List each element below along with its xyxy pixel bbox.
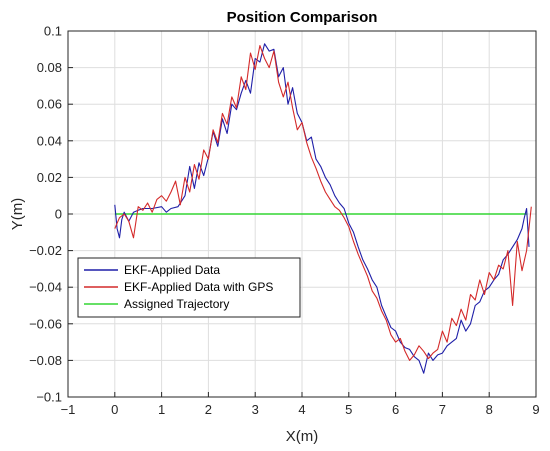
x-tick-label: 3 <box>252 402 259 417</box>
x-tick-label: −1 <box>61 402 76 417</box>
legend-label: Assigned Trajectory <box>124 297 229 311</box>
x-tick-label: 1 <box>158 402 165 417</box>
x-tick-label: 0 <box>111 402 118 417</box>
x-tick-label: 7 <box>439 402 446 417</box>
ticks: −1 0 1 2 3 4 5 6 7 8 9 0.1 0.08 0.06 0.04 0.02 0 −0.02 −0.… <box>29 24 540 418</box>
y-tick-label: −0.06 <box>29 316 62 331</box>
x-tick-label: 2 <box>205 402 212 417</box>
legend-label: EKF-Applied Data with GPS <box>124 280 273 294</box>
y-tick-label: 0.06 <box>37 97 62 112</box>
x-tick-label: 5 <box>345 402 352 417</box>
y-tick-label: 0.04 <box>37 133 62 148</box>
x-axis-label: X(m) <box>286 428 319 445</box>
y-tick-label: −0.1 <box>36 390 62 405</box>
chart-title: Position Comparison <box>227 9 378 26</box>
legend: EKF-Applied Data EKF-Applied Data with GP… <box>77 257 301 318</box>
y-axis-label: Y(m) <box>9 198 26 231</box>
x-tick-label: 4 <box>298 402 305 417</box>
y-tick-label: 0 <box>55 207 62 222</box>
series-line-ekf-applied-data <box>114 43 530 374</box>
x-tick-label: 9 <box>532 402 539 417</box>
x-tick-label: 8 <box>486 402 493 417</box>
series-layer <box>114 43 532 374</box>
y-tick-label: −0.02 <box>29 243 62 258</box>
series-line-ekf-applied-data-with-gps <box>114 45 532 361</box>
y-tick-label: 0.02 <box>37 170 62 185</box>
y-tick-label: 0.1 <box>44 24 62 39</box>
y-tick-label: 0.08 <box>37 60 62 75</box>
x-tick-label: 6 <box>392 402 399 417</box>
y-tick-label: −0.08 <box>29 353 62 368</box>
legend-label: EKF-Applied Data <box>124 263 220 277</box>
y-tick-label: −0.04 <box>29 280 62 295</box>
